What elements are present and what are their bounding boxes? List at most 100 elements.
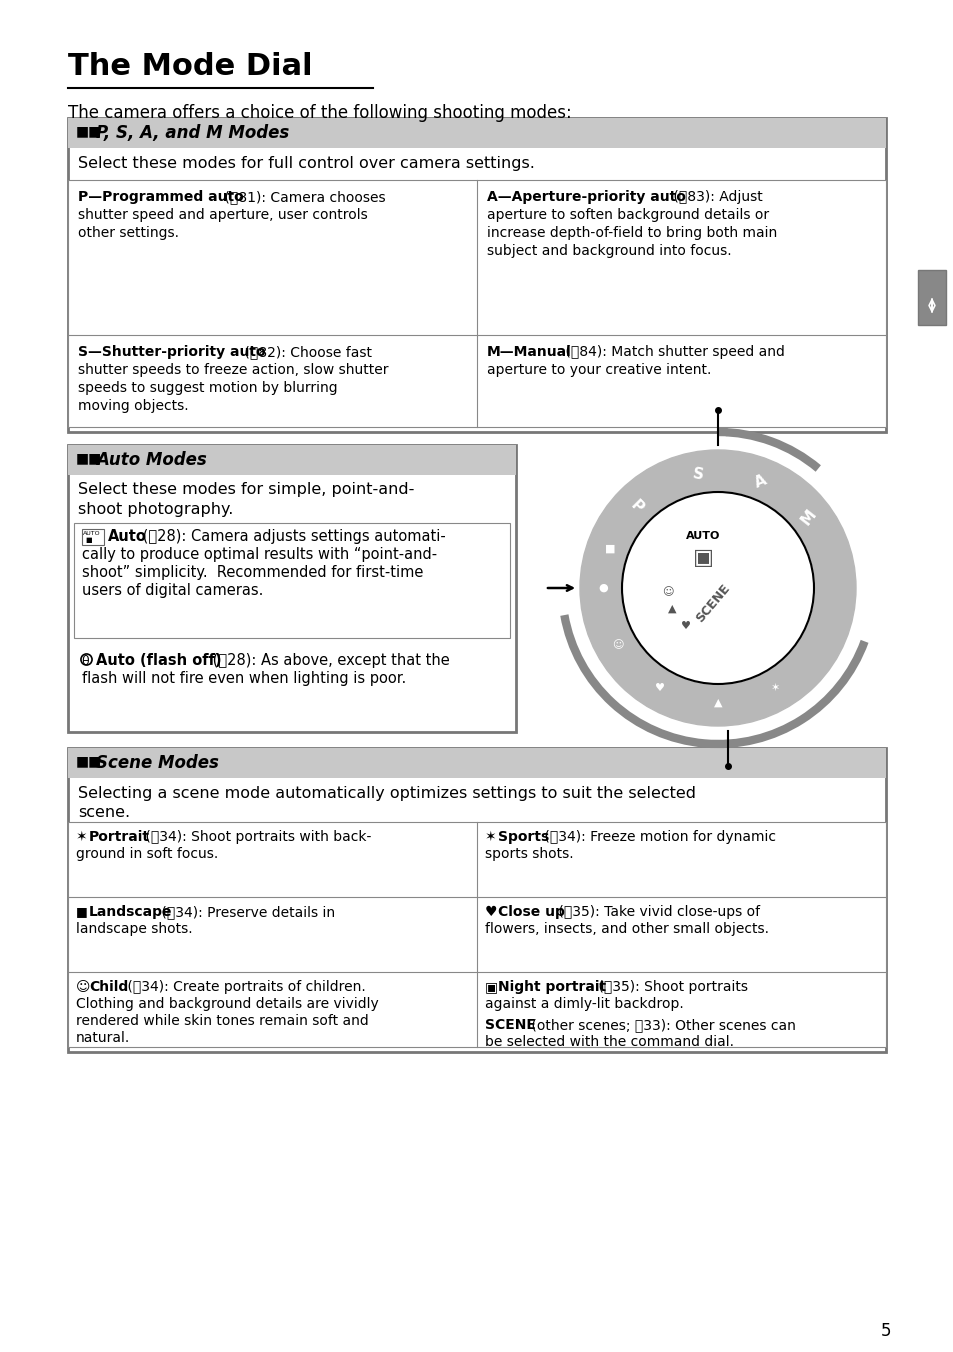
Text: shoot” simplicity.  Recommended for first-time: shoot” simplicity. Recommended for first…	[82, 565, 423, 580]
Text: flowers, insects, and other small objects.: flowers, insects, and other small object…	[484, 922, 768, 936]
Text: (35): Take vivid close-ups of: (35): Take vivid close-ups of	[554, 904, 760, 919]
Text: ▲: ▲	[713, 698, 721, 708]
Text: ▣: ▣	[484, 980, 502, 994]
Text: ✶: ✶	[76, 830, 91, 844]
Text: ■■: ■■	[76, 754, 102, 768]
Text: P: P	[627, 498, 645, 516]
Text: aperture to soften background details or: aperture to soften background details or	[486, 208, 768, 222]
Text: ♥: ♥	[680, 622, 690, 631]
Text: (35): Shoot portraits: (35): Shoot portraits	[594, 980, 747, 994]
Text: AUTO: AUTO	[83, 531, 100, 535]
Text: AUTO: AUTO	[685, 531, 720, 541]
Text: (34): Create portraits of children.: (34): Create portraits of children.	[123, 980, 365, 994]
Text: SCENE: SCENE	[693, 581, 732, 625]
Text: (34): Preserve details in: (34): Preserve details in	[157, 904, 335, 919]
Text: Auto Modes: Auto Modes	[96, 452, 207, 469]
Text: (28): As above, except that the: (28): As above, except that the	[208, 653, 449, 668]
Text: A—Aperture-priority auto: A—Aperture-priority auto	[486, 191, 685, 204]
Text: ■: ■	[76, 904, 91, 918]
Text: P, S, A, and M Modes: P, S, A, and M Modes	[96, 124, 289, 142]
Text: S: S	[691, 466, 704, 483]
Text: scene.: scene.	[78, 804, 130, 821]
Text: P—Programmed auto: P—Programmed auto	[78, 191, 244, 204]
Text: sports shots.: sports shots.	[484, 846, 573, 861]
Bar	[68, 445, 516, 731]
Text: ▣: ▣	[692, 548, 713, 568]
Text: increase depth-of-field to bring both main: increase depth-of-field to bring both ma…	[486, 226, 777, 241]
Bar	[68, 118, 885, 147]
Bar	[68, 748, 885, 777]
Text: A: A	[752, 472, 768, 491]
Text: Sports: Sports	[497, 830, 549, 844]
Bar	[68, 822, 885, 1046]
Text: ■■: ■■	[76, 452, 102, 465]
Text: (84): Match shutter speed and: (84): Match shutter speed and	[560, 345, 784, 360]
Text: speeds to suggest motion by blurring: speeds to suggest motion by blurring	[78, 381, 337, 395]
Text: shutter speeds to freeze action, slow shutter: shutter speeds to freeze action, slow sh…	[78, 362, 388, 377]
Circle shape	[621, 492, 813, 684]
Text: ■: ■	[85, 537, 91, 544]
Text: (28): Camera adjusts settings automati-: (28): Camera adjusts settings automati-	[138, 529, 445, 544]
Text: ♥: ♥	[655, 683, 665, 692]
Text: M: M	[798, 507, 819, 527]
Text: Close up: Close up	[497, 904, 564, 919]
Text: Selecting a scene mode automatically optimizes settings to suit the selected: Selecting a scene mode automatically opt…	[78, 786, 696, 800]
Text: 5: 5	[880, 1322, 890, 1340]
Text: Select these modes for full control over camera settings.: Select these modes for full control over…	[78, 155, 535, 170]
Text: S—Shutter-priority auto: S—Shutter-priority auto	[78, 345, 265, 360]
Text: cally to produce optimal results with “point-and-: cally to produce optimal results with “p…	[82, 548, 436, 562]
Text: ♥: ♥	[484, 904, 501, 919]
Text: Auto: Auto	[108, 529, 147, 544]
Text: Scene Modes: Scene Modes	[96, 754, 218, 772]
Text: (34): Freeze motion for dynamic: (34): Freeze motion for dynamic	[539, 830, 775, 844]
Bar	[74, 523, 510, 638]
Text: (81): Camera chooses: (81): Camera chooses	[220, 191, 385, 204]
Text: ground in soft focus.: ground in soft focus.	[76, 846, 218, 861]
Text: against a dimly-lit backdrop.: against a dimly-lit backdrop.	[484, 996, 683, 1011]
Text: The Mode Dial: The Mode Dial	[68, 51, 313, 81]
Text: ☺: ☺	[612, 641, 623, 650]
Text: moving objects.: moving objects.	[78, 399, 189, 412]
Text: Portrait: Portrait	[89, 830, 150, 844]
Text: other settings.: other settings.	[78, 226, 179, 241]
Text: ✶: ✶	[484, 830, 500, 844]
Text: be selected with the command dial.: be selected with the command dial.	[484, 1036, 733, 1049]
Text: (82): Choose fast: (82): Choose fast	[240, 345, 372, 360]
Text: users of digital cameras.: users of digital cameras.	[82, 583, 263, 598]
Bar	[917, 270, 945, 324]
Text: The camera offers a choice of the following shooting modes:: The camera offers a choice of the follow…	[68, 104, 571, 122]
Text: ■■: ■■	[76, 124, 102, 138]
Text: Night portrait: Night portrait	[497, 980, 605, 994]
Circle shape	[579, 450, 855, 726]
Bar	[68, 748, 885, 1052]
Text: ☺: ☺	[76, 980, 94, 994]
Text: ▲: ▲	[668, 604, 677, 614]
Text: θ: θ	[81, 654, 89, 668]
Bar	[68, 180, 885, 427]
Text: natural.: natural.	[76, 1032, 131, 1045]
Text: Select these modes for simple, point-and-: Select these modes for simple, point-and…	[78, 483, 414, 498]
Text: (other scenes; 33): Other scenes can: (other scenes; 33): Other scenes can	[526, 1018, 795, 1032]
Text: Child: Child	[89, 980, 128, 994]
Text: ●: ●	[598, 583, 607, 594]
Text: subject and background into focus.: subject and background into focus.	[486, 243, 731, 258]
Text: Landscape: Landscape	[89, 904, 172, 919]
Text: shutter speed and aperture, user controls: shutter speed and aperture, user control…	[78, 208, 367, 222]
Bar	[68, 445, 516, 475]
Text: (34): Shoot portraits with back-: (34): Shoot portraits with back-	[141, 830, 371, 844]
Text: aperture to your creative intent.: aperture to your creative intent.	[486, 362, 711, 377]
Text: flash will not fire even when lighting is poor.: flash will not fire even when lighting i…	[82, 671, 406, 685]
Text: Clothing and background details are vividly: Clothing and background details are vivi…	[76, 996, 378, 1011]
Text: ■: ■	[604, 544, 615, 554]
Text: M—Manual: M—Manual	[486, 345, 571, 360]
Text: ☺: ☺	[661, 587, 674, 598]
Text: rendered while skin tones remain soft and: rendered while skin tones remain soft an…	[76, 1014, 369, 1028]
Text: (83): Adjust: (83): Adjust	[668, 191, 762, 204]
Bar	[68, 118, 885, 433]
Text: SCENE: SCENE	[484, 1018, 536, 1032]
Text: shoot photography.: shoot photography.	[78, 502, 233, 516]
Text: Auto (flash off): Auto (flash off)	[96, 653, 221, 668]
Text: ✶: ✶	[770, 683, 780, 692]
Bar	[82, 529, 104, 545]
Text: landscape shots.: landscape shots.	[76, 922, 193, 936]
